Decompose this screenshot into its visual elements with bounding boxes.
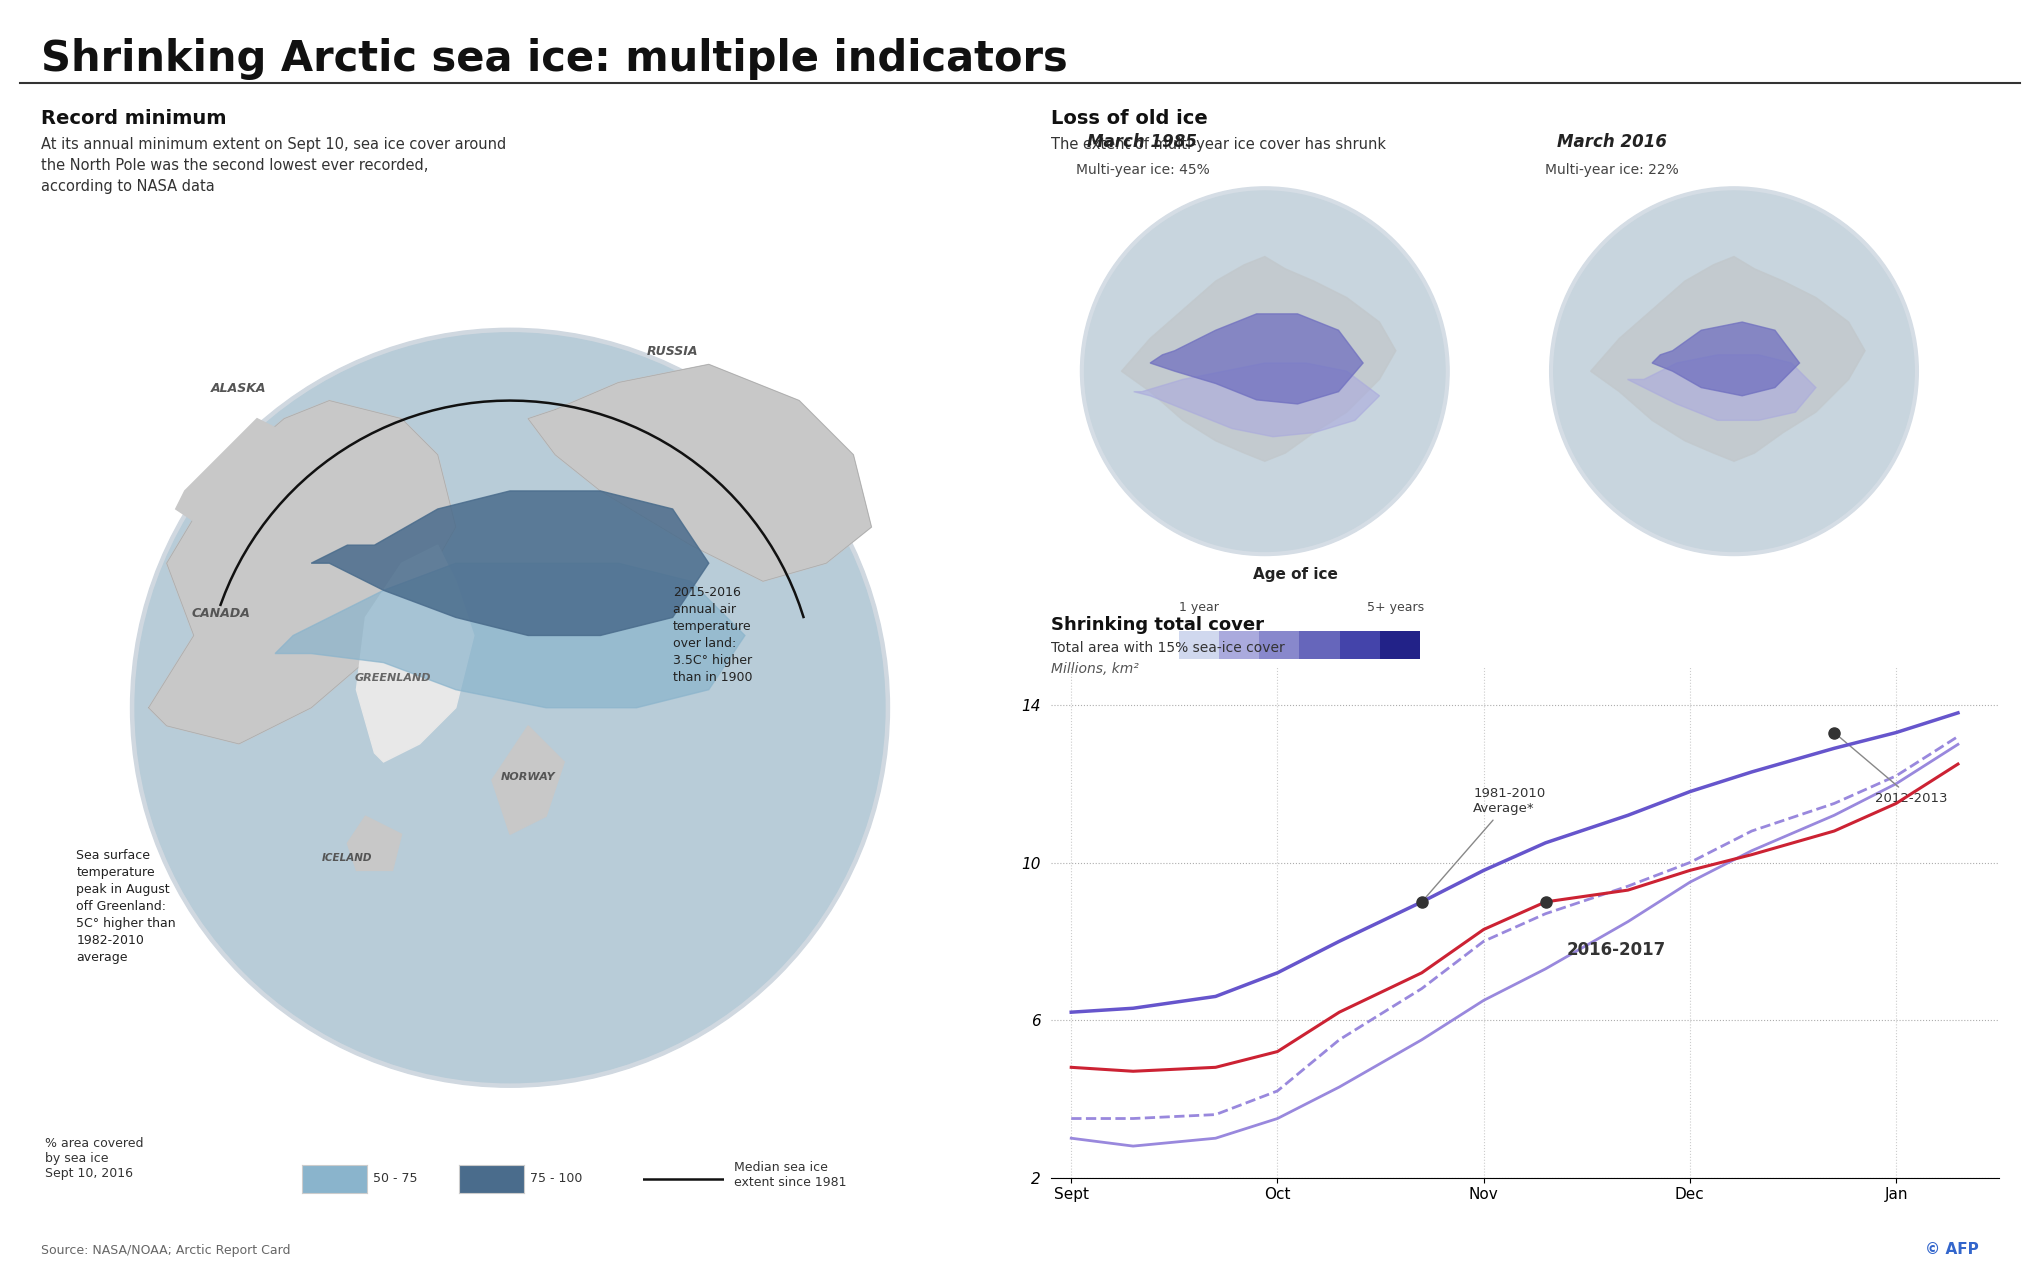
Text: Multi-year ice: 22%: Multi-year ice: 22% [1544, 163, 1678, 177]
Polygon shape [1150, 314, 1362, 404]
Polygon shape [275, 563, 744, 708]
Circle shape [1085, 191, 1444, 552]
Polygon shape [347, 817, 402, 870]
Bar [1179, 631, 1219, 659]
Text: Median sea ice
extent since 1981: Median sea ice extent since 1981 [734, 1161, 846, 1189]
Text: 2012-2013: 2012-2013 [1835, 735, 1947, 805]
Text: 2015-2016
annual air
temperature
over land:
3.5C° higher
than in 1900: 2015-2016 annual air temperature over la… [673, 586, 752, 685]
Polygon shape [528, 365, 871, 581]
Text: 5+ years: 5+ years [1366, 602, 1423, 614]
Text: March 2016: March 2016 [1556, 133, 1666, 151]
Circle shape [1554, 191, 1913, 552]
Circle shape [1550, 187, 1917, 556]
Polygon shape [1627, 355, 1815, 420]
Bar [1219, 631, 1258, 659]
Text: CANADA: CANADA [192, 608, 251, 621]
Polygon shape [1590, 256, 1864, 461]
Text: Multi-year ice: 45%: Multi-year ice: 45% [1075, 163, 1209, 177]
Polygon shape [312, 492, 708, 635]
Text: 75 - 100: 75 - 100 [530, 1172, 583, 1185]
Text: RUSSIA: RUSSIA [646, 346, 697, 358]
Polygon shape [1652, 323, 1798, 396]
Text: Loss of old ice: Loss of old ice [1050, 109, 1207, 128]
Text: 1 year: 1 year [1179, 602, 1219, 614]
Polygon shape [175, 419, 312, 527]
Text: ALASKA: ALASKA [212, 381, 267, 394]
Text: 1981-2010
Average*: 1981-2010 Average* [1423, 787, 1546, 900]
Bar [1340, 631, 1378, 659]
Text: Shrinking Arctic sea ice: multiple indicators: Shrinking Arctic sea ice: multiple indic… [41, 38, 1066, 81]
Text: % area covered
by sea ice
Sept 10, 2016: % area covered by sea ice Sept 10, 2016 [45, 1137, 143, 1180]
Bar [1258, 631, 1299, 659]
Circle shape [130, 328, 889, 1087]
Text: Source: NASA/NOAA; Arctic Report Card: Source: NASA/NOAA; Arctic Report Card [41, 1244, 290, 1257]
Text: March 1985: March 1985 [1087, 133, 1197, 151]
Bar [1378, 631, 1419, 659]
Text: At its annual minimum extent on Sept 10, sea ice cover around
the North Pole was: At its annual minimum extent on Sept 10,… [41, 137, 506, 195]
Polygon shape [357, 545, 473, 762]
Polygon shape [1134, 364, 1378, 436]
Circle shape [135, 333, 885, 1083]
Text: The extent of multi-year ice cover has shrunk: The extent of multi-year ice cover has s… [1050, 137, 1384, 152]
Text: Total area with 15% sea-ice cover: Total area with 15% sea-ice cover [1050, 641, 1285, 655]
Polygon shape [1121, 256, 1395, 461]
Text: © AFP: © AFP [1925, 1242, 1978, 1257]
Text: Millions, km²: Millions, km² [1050, 662, 1138, 676]
Text: Shrinking total cover: Shrinking total cover [1050, 616, 1262, 634]
Text: 2016-2017: 2016-2017 [1566, 941, 1664, 959]
Polygon shape [149, 401, 455, 744]
Text: Age of ice: Age of ice [1252, 567, 1338, 582]
Text: ICELAND: ICELAND [322, 854, 373, 864]
Text: NORWAY: NORWAY [500, 772, 555, 782]
Text: Record minimum: Record minimum [41, 109, 226, 128]
Circle shape [1081, 187, 1448, 556]
Text: 50 - 75: 50 - 75 [373, 1172, 418, 1185]
Text: GREENLAND: GREENLAND [355, 673, 430, 682]
Text: Sea surface
temperature
peak in August
off Greenland:
5C° higher than
1982-2010
: Sea surface temperature peak in August o… [75, 849, 175, 964]
Polygon shape [491, 726, 565, 835]
Bar [1299, 631, 1340, 659]
